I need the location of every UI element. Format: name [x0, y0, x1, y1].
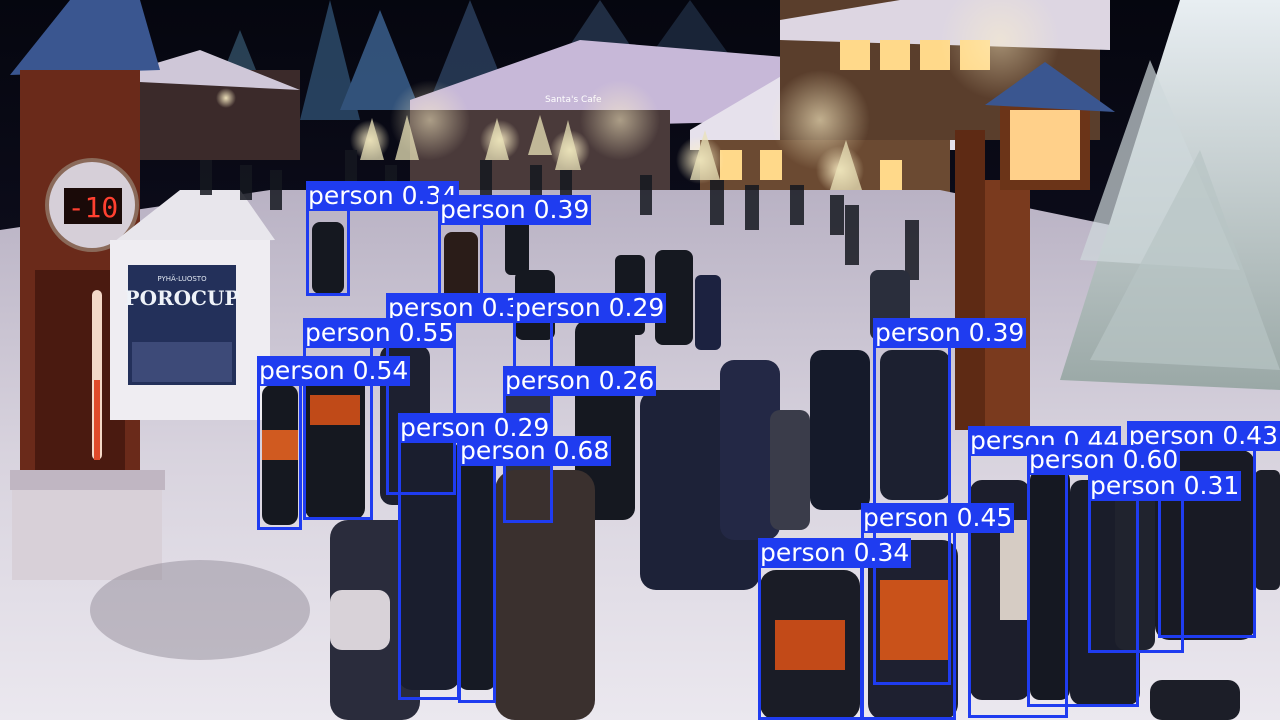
thermometer-reading: -10: [68, 191, 119, 224]
crowd: [200, 150, 1280, 720]
detection-label: person 0.54: [257, 356, 411, 386]
detection-label: person 0.29: [513, 293, 667, 323]
detection-label: person 0.31: [1088, 471, 1242, 501]
sign-title: POROCUP: [125, 286, 240, 310]
detection-label: person 0.60: [1027, 445, 1181, 475]
detection-label: person 0.39: [386, 293, 540, 323]
detection-label: person 0.34: [306, 181, 460, 211]
building-sign: Santa's Cafe: [545, 95, 602, 105]
detection-label: person 0.55: [303, 318, 457, 348]
detection-label: person 0.45: [861, 503, 1015, 533]
small-lit-trees: [360, 115, 862, 190]
detection-label: person 0.26: [503, 366, 657, 396]
lamp-post: [955, 62, 1115, 440]
snowy-tree-right: [1060, 0, 1280, 390]
tower-shadow: [90, 560, 310, 660]
detection-label: person 0.39: [438, 195, 592, 225]
sign-brand: PYHÄ-LUOSTO: [157, 274, 207, 283]
detection-label: person 0.39: [873, 318, 1027, 348]
detection-label: person 0.68: [458, 436, 612, 466]
porocup-tent: PYHÄ-LUOSTO POROCUP: [110, 190, 275, 420]
detection-label: person 0.34: [758, 538, 912, 568]
festive-lights: [350, 0, 1060, 194]
